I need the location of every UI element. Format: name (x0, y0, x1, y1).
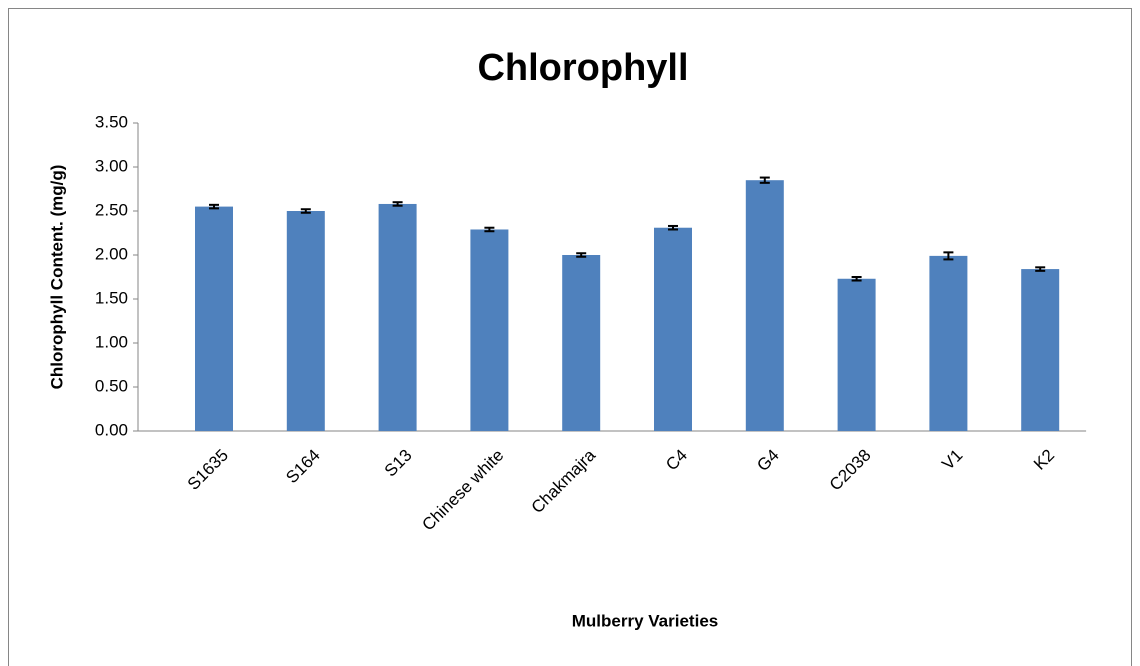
error-bar (300, 208, 311, 214)
error-bar (668, 224, 678, 231)
bar (837, 278, 876, 431)
error-bar (759, 176, 770, 184)
y-tick-label: 3.50 (95, 112, 128, 131)
y-tick-label: 1.50 (95, 288, 128, 307)
chart-title: Chlorophyll (477, 47, 688, 89)
error-bar (392, 201, 403, 207)
error-bar (484, 226, 495, 233)
bar (286, 211, 325, 431)
error-bar (851, 276, 862, 282)
error-bar (576, 252, 587, 258)
bar (1021, 269, 1060, 431)
bar (745, 180, 784, 431)
y-tick-label: 0.50 (95, 376, 128, 395)
bar (654, 227, 692, 431)
error-bar (209, 203, 219, 210)
bar (195, 206, 233, 431)
y-tick-label: 2.00 (95, 244, 128, 263)
bar (470, 229, 509, 431)
y-tick-label: 2.50 (95, 200, 128, 219)
y-tick-label: 1.00 (95, 332, 128, 351)
y-tick-label: 0.00 (95, 420, 128, 439)
error-bar (1035, 266, 1046, 272)
error-bar (943, 251, 954, 261)
bar (378, 203, 417, 431)
y-tick-label: 3.00 (95, 156, 128, 175)
bar (929, 255, 968, 431)
bar (562, 255, 601, 431)
x-axis-label: Mulberry Varieties (572, 611, 718, 630)
y-axis-label: Chlorophyll Content. (mg/g) (47, 165, 66, 390)
